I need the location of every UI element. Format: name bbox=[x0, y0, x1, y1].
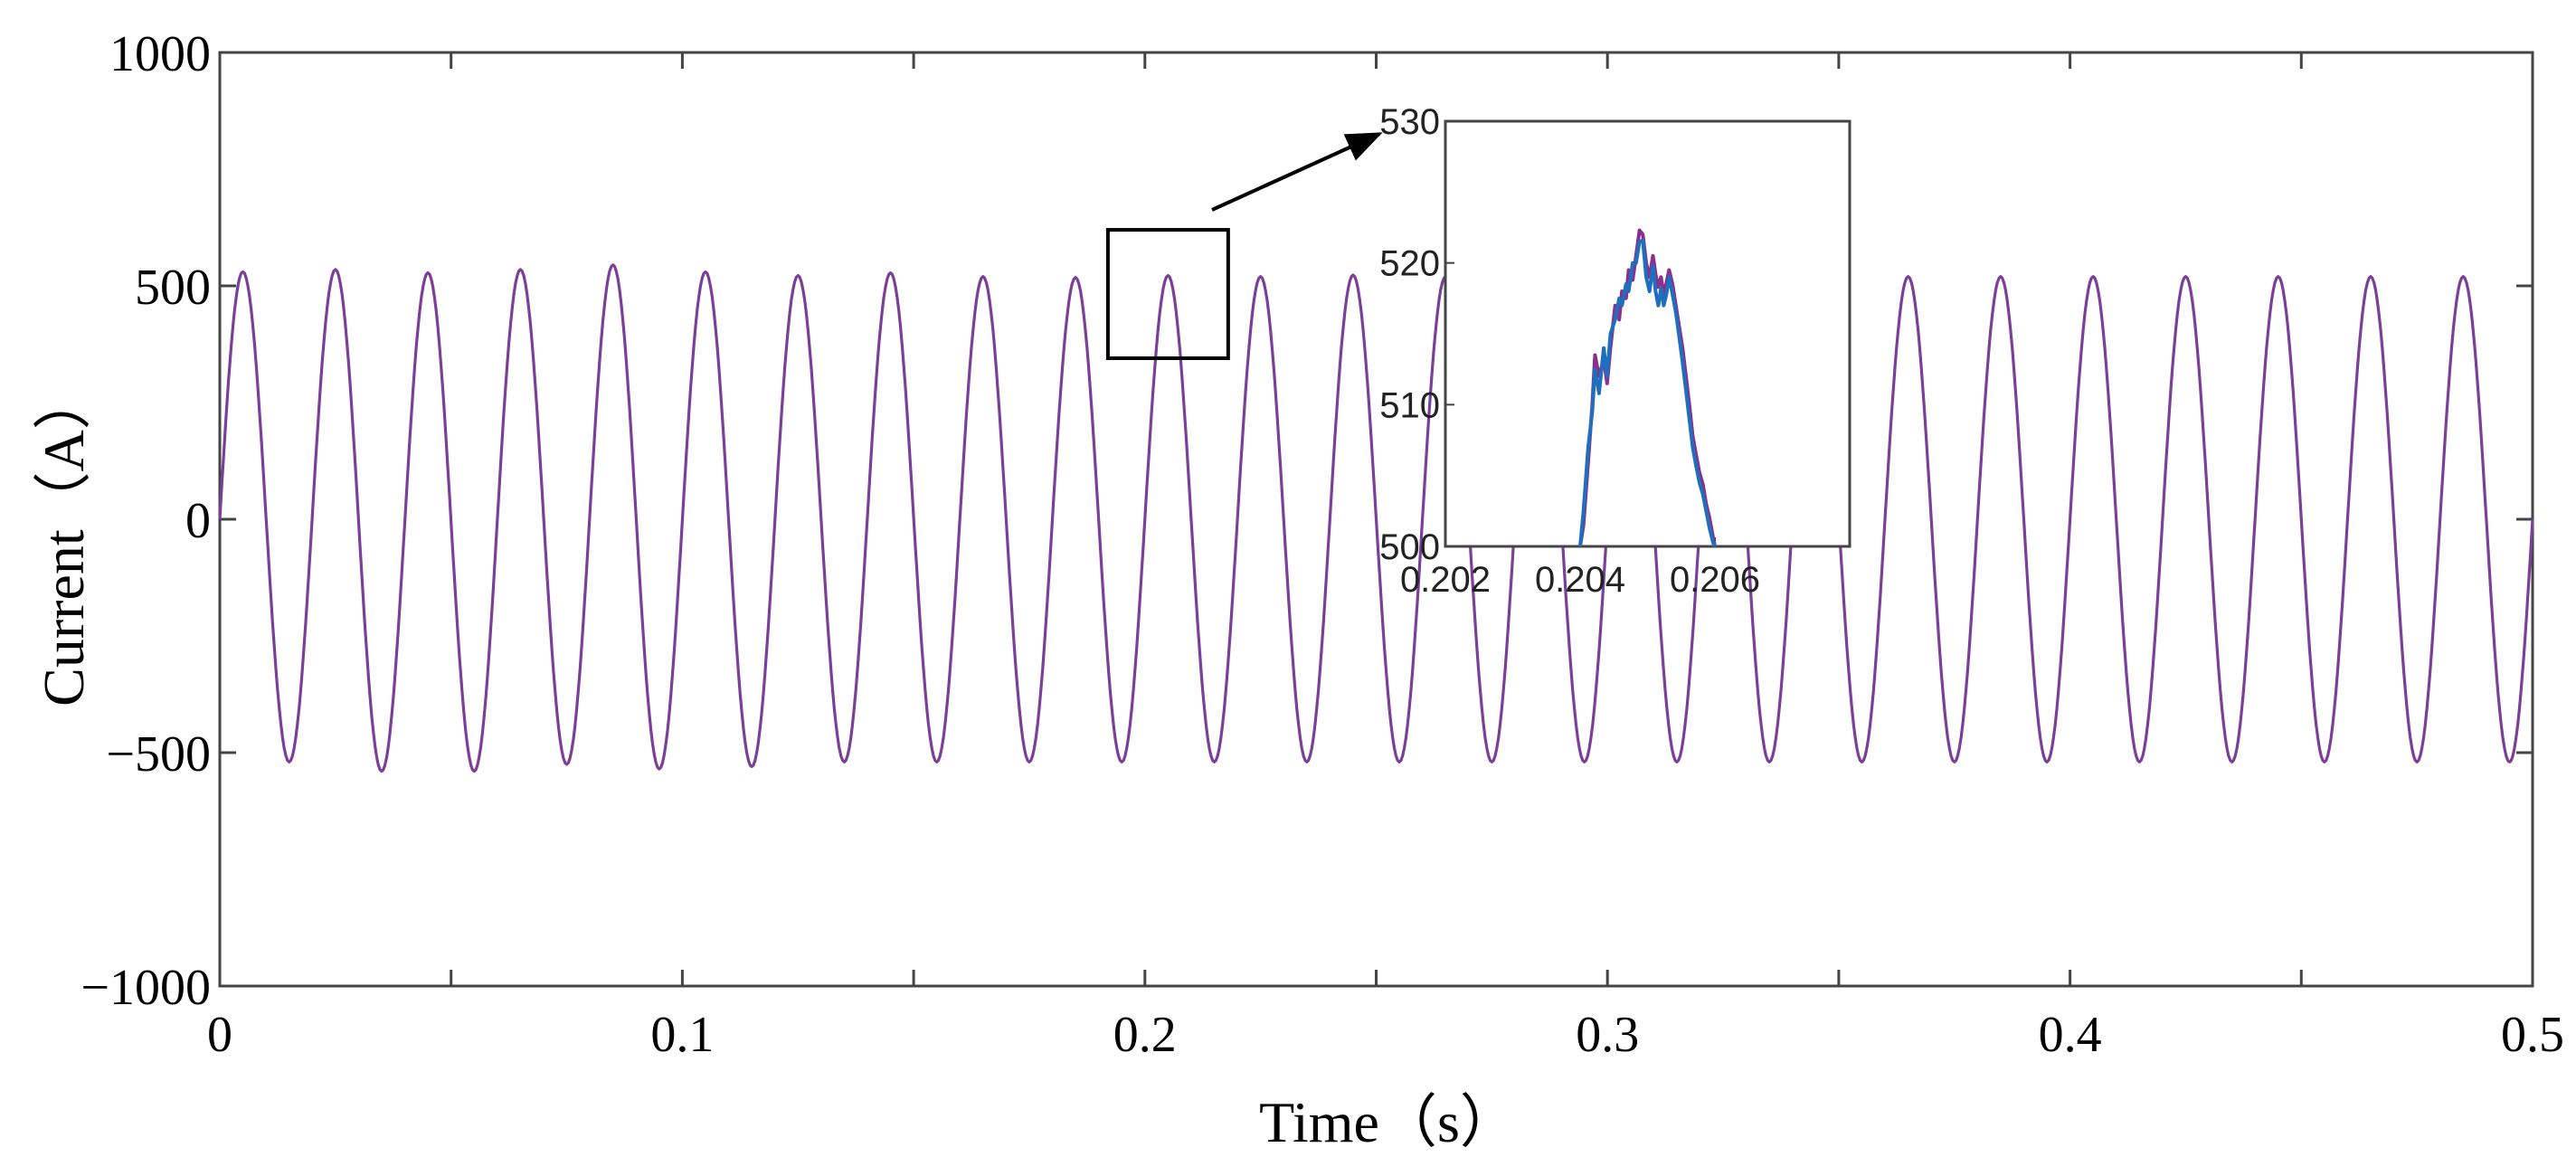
inset-series-group bbox=[1578, 228, 1717, 547]
y-tick-label: 1000 bbox=[109, 26, 211, 82]
main-axis-ticks: 0 0.1 0.2 0.3 0.4 0.5 1000 500 0 −500 −1000 bbox=[80, 26, 2564, 1063]
zoom-box bbox=[1105, 228, 1230, 360]
main-series-group bbox=[218, 263, 2534, 773]
inset-x-tick-label: 0.206 bbox=[1670, 560, 1760, 600]
inset-y-tick-label: 520 bbox=[1379, 244, 1440, 284]
inset-y-tick-label: 530 bbox=[1379, 102, 1440, 142]
x-tick-label: 0.1 bbox=[650, 1007, 714, 1063]
inset-y-tick-label: 500 bbox=[1379, 527, 1440, 567]
y-axis-title: Current（A） bbox=[32, 372, 96, 707]
inset-trace-2-line bbox=[1578, 238, 1717, 547]
inset-x-tick-label: 0.202 bbox=[1400, 560, 1491, 600]
y-tick-label: 500 bbox=[135, 260, 211, 316]
y-tick-label: −1000 bbox=[80, 960, 211, 1016]
x-tick-label: 0.4 bbox=[2039, 1007, 2102, 1063]
zoom-arrow bbox=[1211, 132, 1383, 212]
x-tick-label: 0.5 bbox=[2501, 1007, 2564, 1063]
inset-x-tick-label: 0.204 bbox=[1535, 560, 1625, 600]
x-tick-label: 0.2 bbox=[1113, 1007, 1177, 1063]
x-axis-title: Time（s） bbox=[1259, 1090, 1518, 1154]
y-tick-label: −500 bbox=[106, 726, 211, 782]
y-tick-label: 0 bbox=[185, 493, 211, 549]
inset-y-tick-label: 510 bbox=[1379, 385, 1440, 425]
inset-axis-ticks: 0.202 0.204 0.206 530 520 510 500 bbox=[1379, 102, 1760, 600]
inset-plot-area bbox=[1444, 119, 1852, 548]
x-tick-label: 0 bbox=[207, 1007, 232, 1063]
current-series-line bbox=[218, 263, 2534, 773]
x-tick-label: 0.3 bbox=[1576, 1007, 1639, 1063]
